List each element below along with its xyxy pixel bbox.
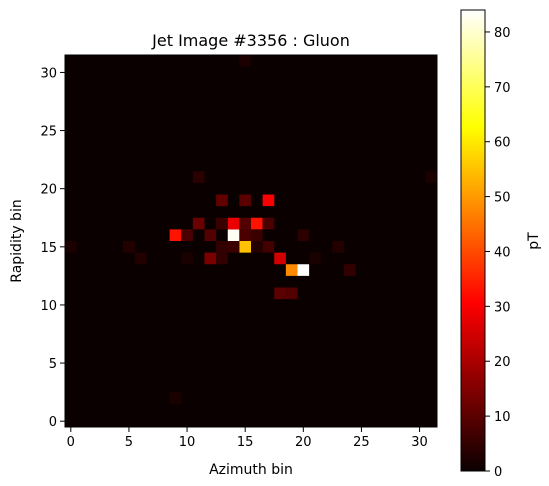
x-tick-label: 20 bbox=[295, 435, 312, 450]
y-tick-label: 15 bbox=[40, 241, 57, 256]
colorbar-tick-label: 80 bbox=[494, 26, 511, 41]
heatmap-cell bbox=[227, 241, 240, 253]
colorbar-gradient bbox=[460, 9, 486, 472]
x-tick-label: 0 bbox=[67, 435, 75, 450]
heatmap-cell bbox=[123, 241, 135, 253]
heatmap-cell bbox=[192, 217, 205, 230]
x-tick-label: 30 bbox=[411, 435, 428, 450]
heatmap-cell bbox=[216, 217, 228, 230]
heatmap-cell bbox=[192, 171, 205, 183]
heatmap-cell bbox=[262, 194, 275, 207]
x-tick-label: 5 bbox=[125, 435, 133, 450]
x-axis-ticks: 0 5 10 15 20 25 30 bbox=[67, 427, 428, 450]
heatmap-cell bbox=[169, 392, 182, 404]
heatmap-cell bbox=[332, 241, 344, 253]
y-tick-label: 25 bbox=[40, 125, 57, 140]
colorbar-ticks: 0 10 20 30 40 50 60 70 80 bbox=[485, 26, 511, 480]
heatmap-cell bbox=[216, 252, 228, 265]
y-tick-label: 5 bbox=[49, 357, 57, 372]
y-axis-label: Rapidity bin bbox=[9, 199, 25, 282]
chart-title: Jet Image #3356 : Gluon bbox=[151, 31, 350, 50]
colorbar-label: pT bbox=[526, 232, 542, 250]
x-axis-label: Azimuth bin bbox=[209, 462, 293, 478]
y-tick-label: 10 bbox=[40, 299, 57, 314]
heatmap-cell bbox=[309, 252, 321, 265]
heatmap-cell bbox=[251, 229, 263, 241]
heatmap-cell bbox=[262, 241, 275, 253]
heatmap-cell bbox=[239, 229, 251, 241]
colorbar: 0 10 20 30 40 50 60 70 80 pT bbox=[460, 9, 542, 480]
heatmap-cell bbox=[285, 287, 298, 300]
heatmap-cell bbox=[227, 217, 240, 230]
heatmap-cell bbox=[204, 252, 217, 265]
heatmap-cell bbox=[134, 252, 147, 265]
y-tick-label: 0 bbox=[49, 415, 57, 430]
heatmap-cell bbox=[169, 229, 182, 241]
y-tick-label: 30 bbox=[40, 66, 57, 81]
heatmap-cell bbox=[216, 241, 228, 253]
heatmap-cell bbox=[239, 194, 251, 207]
colorbar-tick-label: 70 bbox=[494, 81, 511, 96]
x-tick-label: 15 bbox=[237, 435, 254, 450]
x-tick-label: 10 bbox=[179, 435, 196, 450]
heatmap-cell bbox=[227, 229, 240, 241]
heatmap-cell bbox=[297, 229, 310, 241]
colorbar-tick-label: 0 bbox=[494, 465, 502, 480]
heatmap-cell bbox=[204, 229, 217, 241]
colorbar-tick-label: 60 bbox=[494, 136, 511, 151]
heatmap-cell bbox=[251, 217, 263, 230]
heatmap-cell bbox=[251, 241, 263, 253]
heatmap-cell bbox=[239, 55, 251, 67]
heatmap-cell bbox=[239, 241, 251, 253]
heatmap-cell bbox=[344, 264, 356, 276]
heatmap-cell bbox=[274, 287, 286, 300]
colorbar-tick-label: 30 bbox=[494, 300, 511, 315]
heatmap-cell bbox=[274, 252, 286, 265]
heatmap-cell bbox=[297, 264, 310, 276]
heatmap-plot-area bbox=[64, 54, 438, 428]
x-tick-label: 25 bbox=[353, 435, 370, 450]
colorbar-tick-label: 10 bbox=[494, 410, 511, 425]
heatmap-cell bbox=[425, 171, 437, 183]
heatmap-cell bbox=[65, 241, 77, 253]
heatmap-cell bbox=[239, 217, 251, 230]
colorbar-tick-label: 20 bbox=[494, 355, 511, 370]
colorbar-tick-label: 40 bbox=[494, 245, 511, 260]
heatmap-cell bbox=[216, 194, 228, 207]
heatmap-cell bbox=[262, 217, 275, 230]
colorbar-tick-label: 50 bbox=[494, 191, 511, 206]
plot-frame bbox=[64, 54, 438, 428]
y-tick-label: 20 bbox=[40, 183, 57, 198]
heatmap-cell bbox=[181, 252, 193, 265]
heatmap-cell bbox=[181, 229, 193, 241]
y-axis-ticks: 0 5 10 15 20 25 30 bbox=[40, 66, 65, 430]
heatmap-cell bbox=[285, 264, 298, 276]
